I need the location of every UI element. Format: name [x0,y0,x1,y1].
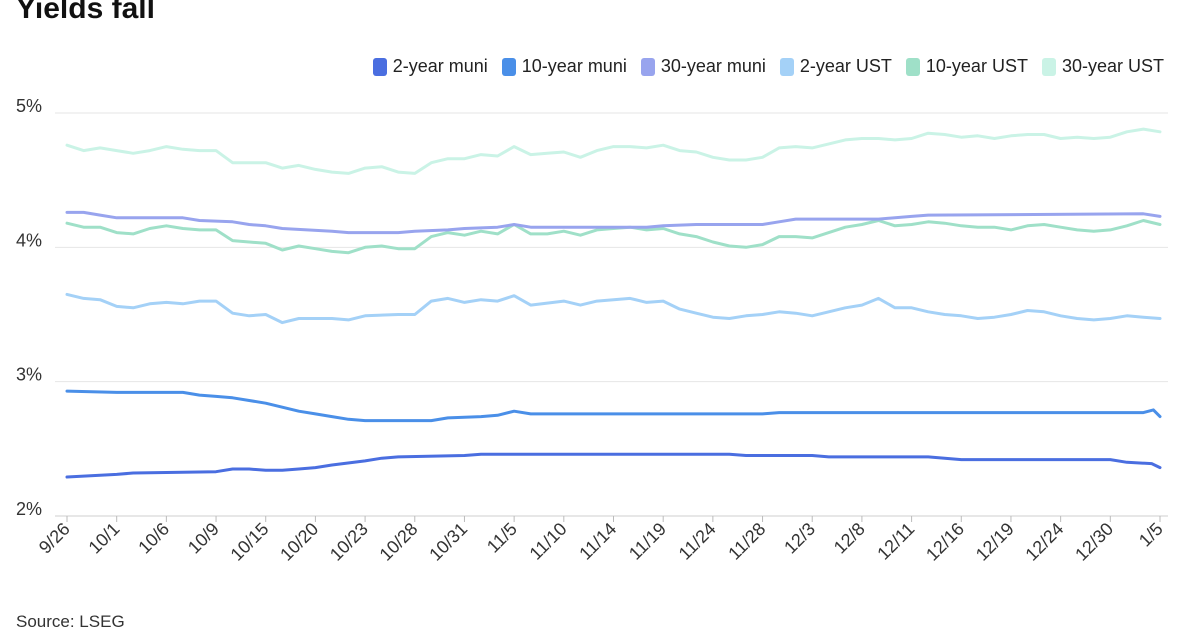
x-tick-label: 10/28 [376,519,422,565]
x-tick-label: 12/24 [1021,519,1067,565]
series-line-10-year-ust [65,219,1162,255]
x-tick-label: 11/5 [483,519,521,557]
y-tick-label: 4% [16,230,42,250]
legend-swatch [779,57,794,76]
legend-label: 2-year UST [799,56,892,76]
x-tick-label: 12/11 [873,519,918,564]
x-tick-label: 11/14 [575,519,620,564]
legend-swatch [372,57,387,76]
x-tick-label: 10/9 [184,519,223,558]
x-tick-label: 12/19 [972,519,1018,565]
y-tick-label: 5% [16,96,42,116]
legend-swatch [905,57,920,76]
x-tick-label: 10/23 [326,519,372,565]
x-tick-label: 10/6 [134,519,173,558]
series-line-30-year-muni [65,210,1162,235]
legend-label: 30-year UST [1061,56,1164,76]
x-tick-label: 12/16 [922,519,968,565]
legend-swatch [640,57,655,76]
x-tick-label: 12/30 [1071,519,1117,565]
legend-label: 30-year muni [660,56,766,76]
legend-swatch [1041,57,1056,76]
x-tick-label: 11/10 [526,519,571,564]
chart-title: Yields fall [16,0,155,25]
legend-item: 30-year muni [640,56,766,77]
x-tick-label: 10/20 [276,519,322,565]
legend-item: 30-year UST [1041,56,1164,77]
x-tick-label: 12/3 [780,519,819,558]
series-line-10-year-muni [65,389,1162,423]
x-tick-label: 12/8 [830,519,869,558]
legend-label: 10-year UST [925,56,1028,76]
x-tick-label: 10/31 [425,519,471,565]
series-line-2-year-muni [65,452,1162,479]
legend-item: 10-year muni [501,56,627,77]
x-tick-label: 10/1 [85,519,124,558]
y-tick-label: 3% [16,365,42,385]
x-tick-label: 1/5 [1135,519,1167,551]
x-tick-label: 10/15 [227,519,273,565]
legend-item: 2-year muni [372,56,488,77]
chart-source: Source: LSEG [16,612,125,631]
legend-item: 10-year UST [905,56,1028,77]
series-line-30-year-ust [65,127,1162,175]
legend-label: 10-year muni [521,56,627,76]
series-line-2-year-ust [65,292,1162,325]
legend-item: 2-year UST [779,56,892,77]
legend-label: 2-year muni [392,56,488,76]
x-tick-label: 11/28 [724,519,769,564]
x-tick-label: 11/19 [625,519,670,564]
y-tick-label: 2% [16,499,42,519]
chart-legend: 2-year muni 10-year muni 30-year muni 2-yea… [359,56,1164,77]
legend-swatch [501,57,516,76]
x-tick-label: 11/24 [675,519,720,564]
x-tick-label: 9/26 [35,519,74,558]
